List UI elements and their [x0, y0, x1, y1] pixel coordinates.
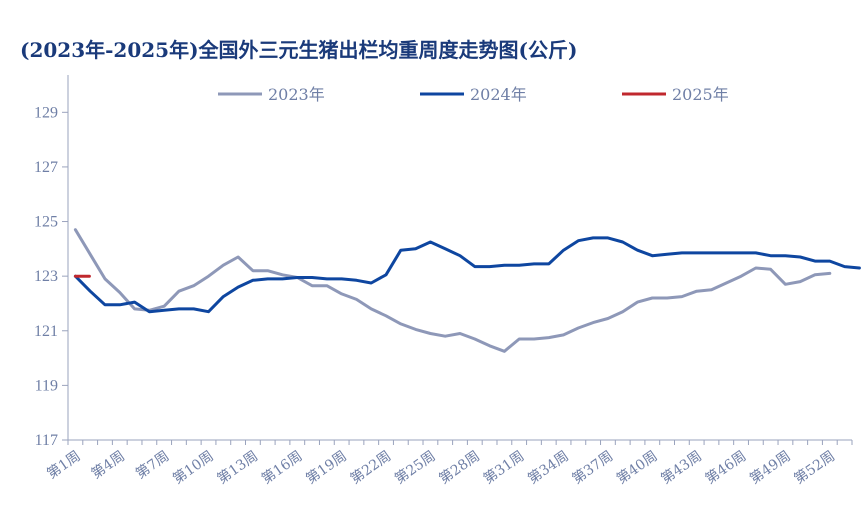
x-tick-label: 第43周 [658, 447, 705, 487]
y-tick-label: 129 [34, 104, 58, 121]
x-tick-label: 第28周 [436, 447, 483, 487]
legend-label: 2025年 [672, 85, 729, 104]
y-tick-label: 125 [34, 214, 58, 231]
x-tick-label: 第16周 [258, 447, 305, 487]
y-tick-label: 117 [35, 432, 58, 449]
x-tick-label: 第49周 [746, 447, 793, 487]
x-tick-label: 第4周 [88, 447, 128, 482]
x-tick-label: 第34周 [525, 447, 572, 487]
y-tick-label: 121 [34, 323, 58, 340]
x-tick-label: 第19周 [303, 447, 350, 487]
x-tick-label: 第13周 [214, 447, 261, 487]
x-tick-label: 第10周 [170, 447, 217, 487]
x-tick-label: 第25周 [391, 447, 438, 487]
x-tick-label: 第1周 [44, 447, 84, 482]
series-line-2023年 [73, 228, 832, 353]
x-tick-label: 第46周 [702, 447, 749, 487]
series-lines [73, 228, 861, 353]
x-tick-label: 第52周 [791, 447, 838, 487]
chart-title: (2023年-2025年)全国外三元生猪出栏均重周度走势图(公斤) [20, 38, 578, 62]
x-tick-label: 第40周 [613, 447, 660, 487]
legend-label: 2024年 [470, 85, 527, 104]
x-tick-label: 第31周 [480, 447, 527, 487]
legend: 2023年 2024年 2025年 [218, 85, 729, 104]
y-tick-label: 119 [35, 377, 58, 394]
y-tick-label: 127 [34, 159, 58, 176]
x-tick-label: 第7周 [132, 447, 172, 482]
legend-label: 2023年 [268, 85, 325, 104]
series-line-2024年 [73, 236, 861, 314]
y-tick-label: 123 [34, 268, 58, 285]
x-tick-label: 第37周 [569, 447, 616, 487]
x-tick-label: 第22周 [347, 447, 394, 487]
